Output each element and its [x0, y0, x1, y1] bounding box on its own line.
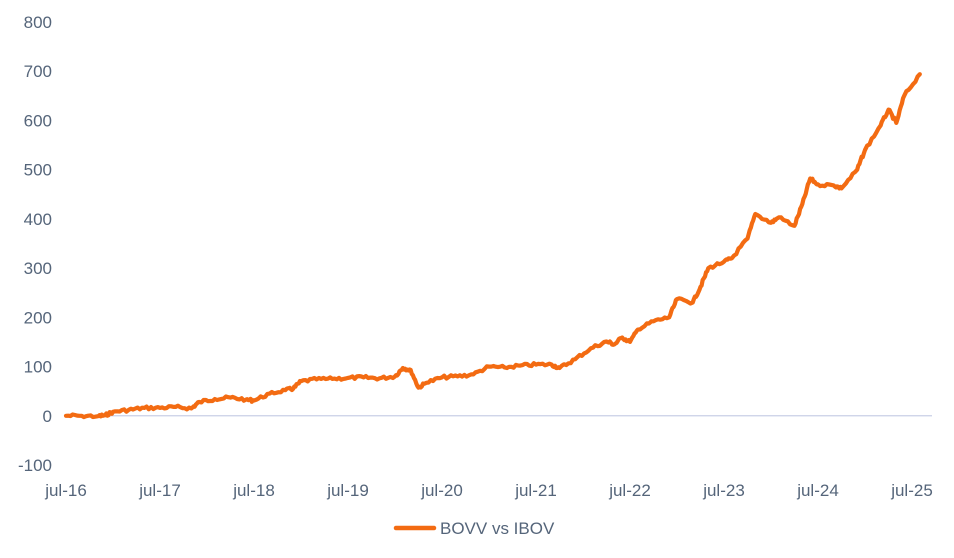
- series-line-bovv-vs-ibov: [63, 72, 922, 420]
- x-tick-label: jul-22: [608, 481, 651, 500]
- x-tick-label: jul-23: [702, 481, 745, 500]
- x-tick-label: jul-17: [138, 481, 181, 500]
- y-tick-label: 500: [24, 161, 52, 180]
- y-tick-label: 300: [24, 259, 52, 278]
- y-tick-label: 100: [24, 358, 52, 377]
- y-tick-label: -100: [18, 456, 52, 475]
- x-axis-tick-labels: jul-16 jul-17 jul-18 jul-19 jul-20 jul-21 jul-…: [44, 481, 933, 500]
- y-tick-label: 700: [24, 62, 52, 81]
- x-tick-label: jul-24: [796, 481, 839, 500]
- y-tick-label: 0: [43, 407, 52, 426]
- x-tick-label: jul-25: [890, 481, 933, 500]
- y-tick-label: 200: [24, 308, 52, 327]
- x-tick-label: jul-20: [420, 481, 463, 500]
- x-tick-label: jul-21: [514, 481, 557, 500]
- x-tick-label: jul-18: [232, 481, 275, 500]
- y-tick-label: 800: [24, 13, 52, 32]
- series-layer: [63, 72, 922, 420]
- y-tick-label: 400: [24, 210, 52, 229]
- legend-label: BOVV vs IBOV: [440, 519, 555, 538]
- x-tick-label: jul-19: [326, 481, 369, 500]
- y-axis-tick-labels: -100 0 100 200 300 400 500 600 700 800: [18, 13, 52, 475]
- legend: BOVV vs IBOV: [393, 519, 555, 538]
- y-tick-label: 600: [24, 111, 52, 130]
- x-tick-label: jul-16: [44, 481, 87, 500]
